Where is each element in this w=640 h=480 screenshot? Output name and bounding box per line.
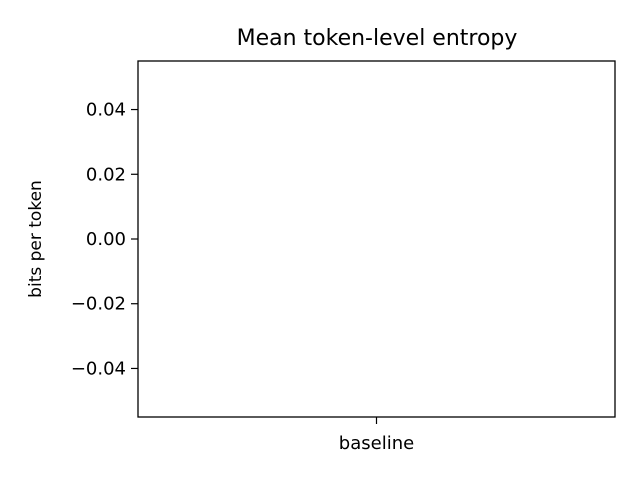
y-tick-label: −0.04 xyxy=(71,358,126,379)
y-tick-label: 0.02 xyxy=(86,164,126,185)
y-tick-label: 0.00 xyxy=(86,229,126,250)
chart-title: Mean token-level entropy xyxy=(237,26,518,51)
y-tick-label: 0.04 xyxy=(86,100,126,121)
y-tick-label: −0.02 xyxy=(71,294,126,315)
plot-area xyxy=(137,60,616,418)
x-tick-label: baseline xyxy=(339,433,414,454)
y-axis: 0.04 0.02 0.00 −0.02 −0.04 xyxy=(71,100,138,379)
x-axis: baseline xyxy=(339,417,414,454)
y-axis-label: bits per token xyxy=(26,180,46,298)
